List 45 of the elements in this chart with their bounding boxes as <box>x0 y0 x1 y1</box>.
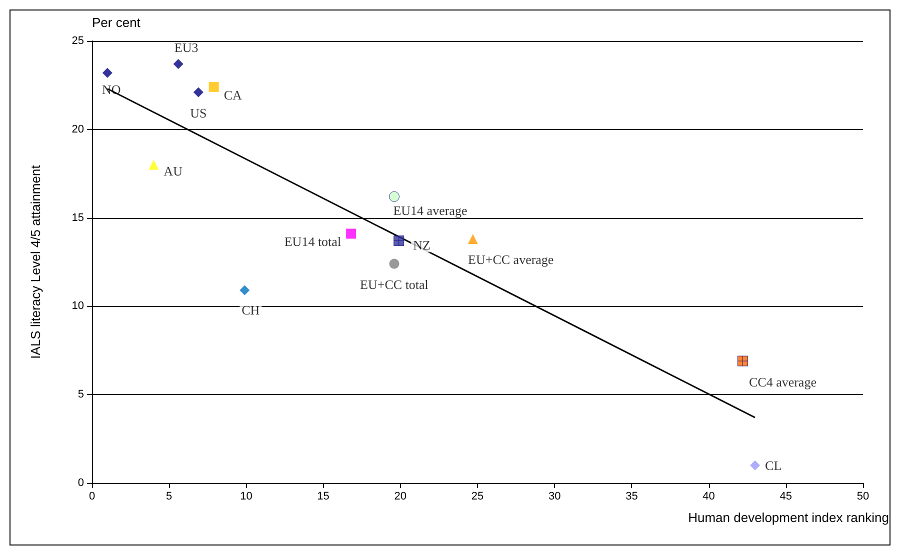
y-tick-label: 25 <box>72 35 84 47</box>
point <box>389 258 400 269</box>
point <box>193 87 204 98</box>
point <box>394 236 404 246</box>
series-label: EU14 average <box>393 202 468 218</box>
point <box>240 285 250 296</box>
x-tick-label: 25 <box>471 490 484 502</box>
series-label: CL <box>765 458 782 473</box>
y-tick-label: 20 <box>72 123 84 136</box>
series-label: NZ <box>413 237 430 252</box>
x-tick-label: 30 <box>548 490 561 502</box>
point <box>750 460 760 470</box>
point <box>208 82 219 92</box>
point <box>388 191 400 202</box>
series-label: CC4 average <box>748 374 817 390</box>
x-tick-label: 20 <box>394 490 407 502</box>
point <box>346 228 356 239</box>
text: Per cent <box>92 15 141 30</box>
series-label: AU <box>164 163 184 178</box>
x-tick-label: 10 <box>240 490 252 502</box>
y-tick-label: 0 <box>78 477 84 489</box>
series-label: EU+CC average <box>468 252 554 268</box>
x-tick-label: 0 <box>88 490 96 502</box>
series-label: EU3 <box>174 40 198 55</box>
y-tick-label: 15 <box>72 212 84 224</box>
point <box>102 68 112 78</box>
series-label: CA <box>224 87 242 102</box>
x-tick-label: 5 <box>166 490 172 502</box>
x-tick-label: 50 <box>856 490 870 502</box>
point <box>468 234 478 244</box>
series-label: EU14 total <box>284 234 342 250</box>
x-axis-title: Human development index ranking <box>688 510 889 525</box>
y-axis-title: IALS literacy Level 4/5 attainment <box>28 164 43 359</box>
x-tick-label: 15 <box>317 490 330 502</box>
y-tick-label: 10 <box>72 300 84 312</box>
point <box>173 58 184 69</box>
point <box>148 160 159 170</box>
y-tick-label: 5 <box>78 388 84 401</box>
x-tick-label: 35 <box>626 490 638 502</box>
series-label: US <box>190 105 207 120</box>
x-tick-label: 40 <box>702 490 715 502</box>
x-tick-label: 45 <box>780 490 792 502</box>
series-label: CH <box>242 302 260 318</box>
series-label: EU+CC total <box>360 276 429 292</box>
point <box>737 356 748 366</box>
